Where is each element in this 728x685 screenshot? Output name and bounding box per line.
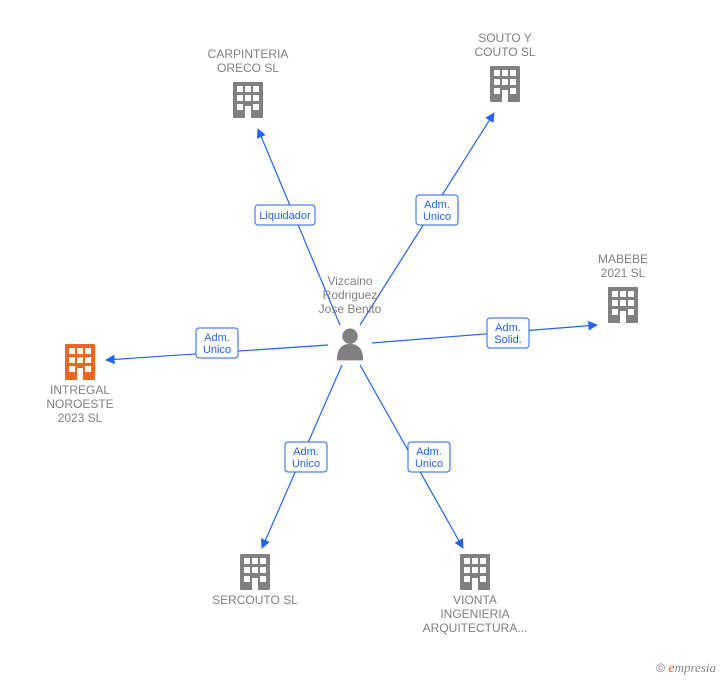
edge-label-text: Unico [423, 211, 451, 223]
node-label: CARPINTERIA [208, 47, 289, 61]
node-label: COUTO SL [474, 45, 535, 59]
edge-label-text: Unico [203, 344, 231, 356]
edge-label-souto: Adm.Unico [416, 195, 458, 225]
nodes-layer: VizcainoRodriguezJose Benito CARPINTERIAO… [46, 31, 648, 635]
watermark: © empresia [656, 660, 716, 677]
brand-rest: mpresia [675, 660, 716, 675]
edge-label-text: Unico [292, 458, 320, 470]
node-label: ARQUITECTURA... [423, 621, 528, 635]
vinculaciones-diagram: VizcainoRodriguezJose Benito CARPINTERIAO… [0, 0, 728, 685]
edge-label-mabebe: Adm.Solid. [487, 318, 529, 348]
edge-label-vionta: Adm.Unico [408, 442, 450, 472]
edge-label-text: Adm. [293, 446, 319, 458]
node-label: INTREGAL [50, 383, 110, 397]
edge-label-text: Adm. [204, 332, 230, 344]
node-carpinteria[interactable]: CARPINTERIAORECO SL [208, 47, 289, 118]
edge-labels-layer: LiquidadorAdm.UnicoAdm.Solid.Adm.UnicoAd… [196, 195, 529, 472]
node-intregal[interactable]: INTREGALNOROESTE2023 SL [46, 344, 113, 425]
node-vionta[interactable]: VIONTAINGENIERIAARQUITECTURA... [423, 554, 528, 635]
node-souto[interactable]: SOUTO YCOUTO SL [474, 31, 535, 102]
edge-label-text: Liquidador [259, 210, 311, 222]
edge-label-text: Unico [415, 458, 443, 470]
edge-label-carpinteria: Liquidador [255, 205, 315, 225]
center-label-line: Vizcaino [327, 274, 372, 288]
edge-label-intregal: Adm.Unico [196, 328, 238, 358]
edge-label-text: Solid. [494, 334, 522, 346]
node-label: INGENIERIA [440, 607, 509, 621]
edge-label-text: Adm. [495, 322, 521, 334]
copyright-symbol: © [656, 661, 665, 675]
edge-mabebe [372, 325, 597, 343]
center-label-line: Jose Benito [319, 302, 382, 316]
node-sercouto[interactable]: SERCOUTO SL [212, 554, 298, 607]
node-label: VIONTA [453, 593, 497, 607]
edge-label-sercouto: Adm.Unico [285, 442, 327, 472]
node-label: ORECO SL [217, 61, 279, 75]
node-label: SERCOUTO SL [212, 593, 298, 607]
center-node: VizcainoRodriguezJose Benito [319, 274, 382, 360]
node-label: SOUTO Y [478, 31, 532, 45]
edge-label-text: Adm. [416, 446, 442, 458]
node-label: 2023 SL [58, 411, 103, 425]
node-label: 2021 SL [601, 266, 646, 280]
edge-label-text: Adm. [424, 199, 450, 211]
node-label: NOROESTE [46, 397, 113, 411]
node-mabebe[interactable]: MABEBE2021 SL [598, 252, 648, 323]
center-label-line: Rodriguez [323, 288, 378, 302]
node-label: MABEBE [598, 252, 648, 266]
